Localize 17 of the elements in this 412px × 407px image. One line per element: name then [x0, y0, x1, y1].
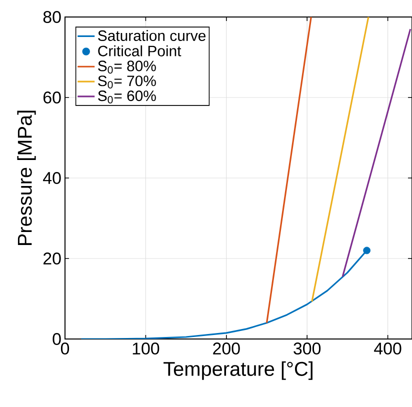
- x-tick-label: 400: [374, 342, 402, 355]
- legend-label: S$_{0}$= 70%: [98, 76, 156, 88]
- x-axis-title: Temperature [°C]: [164, 361, 312, 380]
- legend-label: S$_{0}$= 60%: [98, 90, 156, 104]
- y-tick-label: 40: [43, 172, 61, 184]
- y-tick-label: 80: [43, 11, 61, 23]
- y-tick-label: 20: [44, 252, 61, 264]
- legend-label: S$_{0}$= 80%: [98, 60, 156, 74]
- y-tick-label: 0: [52, 333, 61, 345]
- y-axis-title: Pressure [MPa]: [17, 110, 36, 246]
- x-tick-label: 300: [294, 342, 321, 355]
- x-tick-label: 100: [132, 342, 160, 355]
- x-tick-label: 200: [213, 342, 240, 355]
- y-tick-label: 60: [44, 92, 61, 104]
- legend-label: Critical Point: [98, 45, 182, 56]
- legend-label: Saturation curve: [98, 30, 206, 42]
- x-tick-label: 0: [60, 342, 70, 355]
